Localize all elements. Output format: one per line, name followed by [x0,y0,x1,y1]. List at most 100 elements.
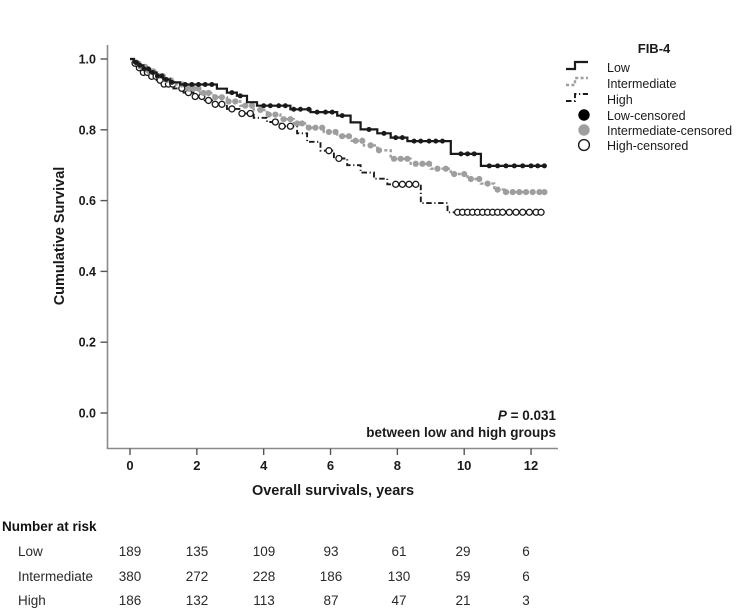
censor-mark-high [278,122,286,130]
censor-mark-low [267,103,273,109]
x-tick-label: 2 [193,458,200,473]
risk-row-label-low: Low [18,544,43,559]
censor-mark-intermediate [494,186,501,193]
p-value-annotation-groups: between low and high groups [366,425,556,440]
censor-mark-intermediate [516,189,523,196]
legend-label: High [607,93,633,107]
risk-cell: 6 [522,544,530,559]
censor-mark-low [511,163,517,169]
censor-mark-low [137,62,143,68]
risk-cell: 113 [253,593,275,608]
censor-mark-low [393,135,399,141]
censor-mark-intermediate [218,94,226,101]
legend-label: High-censored [607,139,688,153]
censor-mark-intermediate [419,160,426,167]
censor-mark-intermediate [536,189,543,196]
censor-mark-intermediate [541,189,548,196]
legend-label: Low [607,61,631,75]
y-tick-label: 0.8 [79,123,96,137]
y-tick-label: 0.2 [79,336,96,350]
censor-mark-intermediate [434,165,441,172]
legend-title: FIB-4 [638,41,671,56]
censor-mark-intermediate [205,89,212,97]
risk-cell: 47 [391,593,407,608]
censor-mark-intermediate [352,137,359,144]
censor-mark-high [228,105,236,113]
risk-row-label-intermediate: Intermediate [18,569,94,584]
x-tick-label: 10 [457,458,471,473]
censor-mark-low [381,130,387,136]
risk-cell: 21 [455,593,471,608]
risk-cell: 61 [391,544,407,559]
censor-mark-intermediate [325,128,332,136]
y-axis-title: Cumulative Survival [52,167,68,306]
censor-mark-high [519,208,527,216]
censor-mark-intermediate [242,102,249,109]
x-tick-label: 4 [260,458,268,473]
censor-mark-low [182,81,188,87]
risk-cell: 272 [185,569,209,584]
legend-symbol-high-line [566,93,588,102]
censor-mark-low [541,163,547,169]
y-tick-label: 0.4 [79,265,96,279]
censor-mark-low [439,138,445,144]
censor-mark-low [145,66,151,72]
x-tick-label: 8 [394,458,401,473]
censor-mark-high [246,109,254,118]
censor-mark-high [392,180,400,188]
censor-mark-intermediate [332,128,339,136]
censor-mark-high [525,208,534,216]
risk-row-label-high: High [18,593,46,608]
censor-mark-intermediate [339,133,346,140]
p-value-annotation: P = 0.031 [498,408,557,423]
censor-mark-low [314,109,320,115]
censor-mark-intermediate [265,111,272,118]
censor-mark-low [154,73,160,79]
censor-mark-low [306,106,312,112]
censor-mark-intermediate [312,124,319,131]
risk-cell: 29 [455,544,471,559]
censor-mark-low [150,69,156,75]
censor-mark-low [229,90,235,96]
censor-mark-intermediate [522,189,530,196]
series-line-low [130,57,547,167]
risk-cell: 186 [319,569,343,584]
censor-mark-intermediate [529,189,536,196]
censor-mark-intermediate [426,160,433,167]
censor-mark-low [329,109,335,115]
risk-table-title: Number at risk [2,519,97,534]
censor-mark-low [495,163,501,169]
censor-mark-low [486,163,492,169]
censor-mark-intermediate [232,98,239,105]
censor-mark-intermediate [257,106,264,114]
y-tick-label: 1.0 [79,53,96,67]
censor-mark-high [412,180,420,188]
censor-mark-intermediate [397,155,404,162]
censor-mark-high [537,208,545,216]
censor-mark-low [163,77,169,83]
censor-mark-high [238,109,246,118]
censor-mark-intermediate [225,98,232,105]
censor-mark-intermediate [367,142,374,149]
risk-cell: 380 [118,569,142,584]
censor-mark-low [141,66,147,72]
censor-mark-intermediate [305,124,312,131]
censor-mark-low [520,163,526,169]
risk-cell: 135 [185,544,209,559]
censor-mark-intermediate [502,189,510,196]
censor-mark-high [191,92,199,101]
censor-mark-low [323,109,329,115]
censor-mark-intermediate [467,175,474,183]
legend-symbol-intermediate-line [566,76,588,87]
censor-mark-low [426,138,432,144]
x-tick-label: 6 [327,458,334,473]
legend-symbol-low-censored-icon [578,109,590,121]
censor-mark-low [458,151,464,157]
censor-mark-low [411,138,417,144]
risk-cell: 189 [118,544,142,559]
censor-mark-intermediate [272,111,279,118]
censor-mark-intermediate [509,189,516,196]
censor-mark-intermediate [190,85,197,92]
censor-mark-intermediate [451,170,458,178]
